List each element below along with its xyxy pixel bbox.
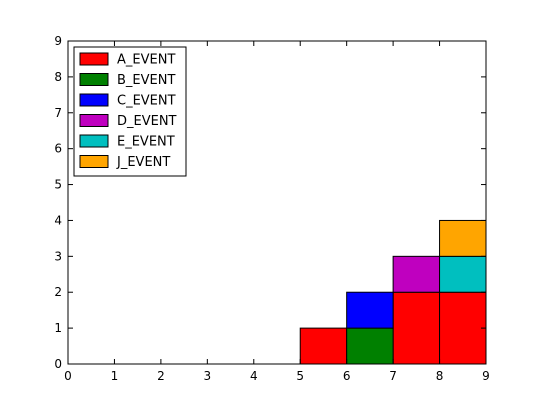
legend-box [73, 46, 187, 177]
legend-swatch-d-event [79, 114, 109, 127]
legend-swatch-c-event [79, 93, 109, 107]
legend-swatch-j-event [79, 155, 109, 168]
y-tick-label: 6 [54, 142, 62, 156]
legend: A_EVENT B_EVENT C_EVENT D_EVENT E_EVENT J_EVE… [73, 46, 187, 177]
legend-label-c-event: C_EVENT [117, 94, 176, 109]
x-tick-label: 8 [436, 369, 444, 383]
legend-swatch-b-event [79, 73, 109, 86]
bar-a-event-bin-5 [299, 327, 348, 365]
y-tick-label: 4 [54, 213, 62, 227]
legend-swatch-e-event [79, 134, 109, 148]
x-tick-label: 9 [482, 369, 490, 383]
y-tick-label: 9 [54, 34, 62, 48]
x-tick-label: 1 [111, 369, 119, 383]
bar-a-event-bin-8 [439, 291, 487, 365]
y-tick-label: 5 [54, 178, 62, 192]
bar-b-event-bin-6 [346, 327, 394, 365]
bars-layer [299, 219, 487, 365]
x-tick-label: 6 [343, 369, 351, 383]
legend-swatch-a-event [79, 52, 109, 66]
y-tick-label: 0 [54, 357, 62, 371]
x-tick-label: 4 [250, 369, 258, 383]
plot-frame [67, 40, 487, 365]
y-tick-label: 8 [54, 70, 62, 84]
y-tick-label: 1 [54, 321, 62, 335]
legend-label-e-event: E_EVENT [117, 135, 175, 150]
x-tick-label: 7 [389, 369, 397, 383]
bar-j-event-bin-8 [439, 219, 487, 257]
legend-label-a-event: A_EVENT [117, 53, 175, 68]
y-tick-label: 3 [54, 249, 62, 263]
x-tick-label: 3 [204, 369, 212, 383]
x-tick-label: 5 [296, 369, 304, 383]
x-tick-label: 2 [157, 369, 165, 383]
bar-a-event-bin-7 [392, 291, 441, 365]
y-tick-label: 2 [54, 285, 62, 299]
bar-e-event-bin-8 [439, 255, 487, 293]
bar-d-event-bin-7 [392, 255, 441, 293]
x-tick-label: 0 [64, 369, 72, 383]
bar-c-event-bin-6 [346, 291, 394, 329]
legend-label-b-event: B_EVENT [117, 73, 175, 88]
legend-label-j-event: J_EVENT [116, 155, 170, 170]
legend-label-d-event: D_EVENT [117, 114, 177, 129]
y-tick-label: 7 [54, 106, 62, 120]
